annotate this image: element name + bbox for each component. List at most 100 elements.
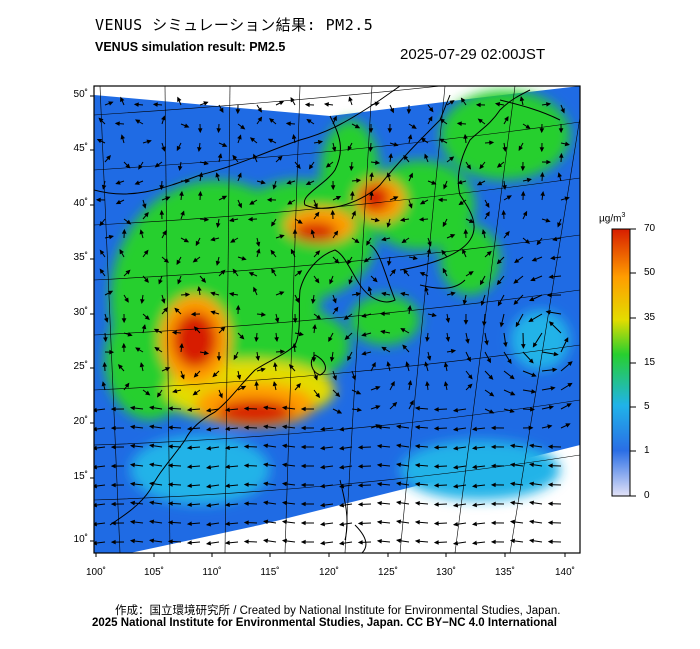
wind-arrow-head bbox=[548, 405, 555, 410]
wind-arrow-head bbox=[167, 463, 173, 468]
wind-arrow-head bbox=[110, 482, 116, 488]
wind-arrow-head bbox=[314, 211, 320, 217]
wind-arrow-head bbox=[129, 538, 136, 544]
colorbar-label-15: 15 bbox=[644, 357, 656, 368]
wind-arrow-head bbox=[477, 118, 483, 124]
wind-arrow-head bbox=[386, 172, 392, 178]
wind-arrow-head bbox=[399, 217, 406, 223]
wind-arrow-head bbox=[564, 141, 570, 147]
wind-arrow-head bbox=[243, 520, 249, 525]
wind-arrow-head bbox=[292, 342, 297, 348]
lat-label-50: 50˚ bbox=[73, 89, 88, 100]
wind-arrow-head bbox=[160, 298, 166, 304]
wind-arrow-head bbox=[439, 118, 445, 124]
wind-arrow-head bbox=[230, 238, 236, 243]
wind-arrow-head bbox=[323, 102, 330, 107]
lon-label-140: 140˚ bbox=[554, 567, 575, 578]
title-english: VENUS simulation result: PM2.5 bbox=[95, 40, 286, 54]
wind-arrow-head bbox=[466, 356, 471, 363]
wind-arrow-head bbox=[485, 202, 490, 209]
wind-arrow-head bbox=[452, 540, 459, 546]
wind-arrow-head bbox=[271, 221, 276, 227]
wind-arrow-head bbox=[212, 372, 218, 378]
wind-arrow-head bbox=[386, 361, 391, 367]
wind-arrow-head bbox=[567, 361, 573, 367]
wind-arrow-head bbox=[476, 180, 483, 186]
wind-arrow-head bbox=[338, 483, 345, 489]
wind-arrow-head bbox=[389, 107, 394, 114]
wind-arrow-head bbox=[376, 481, 382, 487]
wind-arrow-head bbox=[390, 268, 396, 275]
wind-arrow-head bbox=[547, 501, 553, 507]
wind-arrow-head bbox=[172, 388, 178, 394]
wind-arrow-head bbox=[315, 392, 321, 399]
wind-arrow-head bbox=[300, 463, 306, 469]
wind-arrow-head bbox=[387, 128, 393, 134]
wind-arrow-head bbox=[316, 314, 322, 320]
wind-arrow-head bbox=[368, 147, 373, 153]
wind-arrow-head bbox=[198, 171, 204, 178]
wind-arrow-head bbox=[490, 444, 496, 450]
wind-arrow-head bbox=[509, 500, 516, 506]
wind-arrow-head bbox=[381, 236, 387, 242]
wind-arrow-head bbox=[335, 392, 341, 398]
wind-arrow-head bbox=[243, 425, 249, 430]
wind-arrow-head bbox=[205, 407, 212, 413]
wind-arrow-head bbox=[253, 286, 258, 293]
wind-arrow-head bbox=[452, 521, 459, 527]
wind-arrow-head bbox=[204, 217, 210, 222]
wind-arrow-head bbox=[553, 351, 559, 357]
wind-arrow-head bbox=[300, 406, 306, 412]
wind-arrow-head bbox=[333, 230, 339, 236]
wind-arrow-head bbox=[520, 166, 526, 172]
wind-arrow-head bbox=[428, 116, 433, 122]
wind-arrow-head bbox=[243, 482, 249, 487]
wind-arrow-head bbox=[431, 312, 437, 318]
title-japanese: VENUS シミュレーション結果: PM2.5 bbox=[95, 16, 374, 34]
wind-arrow-head bbox=[129, 405, 136, 411]
wind-arrow-head bbox=[529, 296, 535, 302]
wind-arrow-head bbox=[224, 521, 230, 527]
wind-arrow-head bbox=[124, 382, 130, 388]
wind-arrow-head bbox=[249, 200, 255, 205]
wind-arrow-head bbox=[205, 483, 212, 489]
lon-label-105: 105˚ bbox=[143, 567, 164, 578]
wind-arrow-head bbox=[381, 346, 387, 352]
wind-arrow-head bbox=[532, 342, 538, 348]
wind-arrow-head bbox=[357, 445, 363, 450]
wind-arrow-head bbox=[262, 519, 269, 525]
wind-arrow-head bbox=[557, 222, 562, 228]
wind-arrow-head bbox=[305, 180, 311, 185]
wind-arrow-head bbox=[129, 443, 136, 449]
wind-arrow-head bbox=[457, 180, 463, 185]
wind-arrow-head bbox=[354, 238, 360, 244]
wind-arrow-head bbox=[376, 519, 382, 525]
lat-label-20: 20˚ bbox=[73, 416, 88, 427]
lon-label-115: 115˚ bbox=[260, 567, 280, 578]
wind-arrow-head bbox=[376, 538, 382, 544]
wind-arrow-head bbox=[530, 276, 536, 282]
wind-arrow-head bbox=[311, 357, 317, 363]
wind-arrow-head bbox=[338, 426, 345, 432]
wind-arrow-head bbox=[266, 197, 272, 203]
wind-arrow-head bbox=[496, 162, 503, 168]
wind-arrow-head bbox=[243, 406, 249, 411]
wind-arrow-head bbox=[330, 209, 336, 215]
wind-arrow-head bbox=[108, 101, 114, 106]
wind-arrow-head bbox=[124, 297, 129, 303]
wind-arrow-head bbox=[115, 199, 122, 205]
wind-arrow-head bbox=[420, 137, 426, 143]
wind-arrow-head bbox=[519, 96, 525, 102]
wind-arrow-head bbox=[134, 119, 141, 124]
wind-arrow-head bbox=[452, 445, 459, 451]
wind-arrow-head bbox=[395, 424, 402, 430]
wind-arrow-head bbox=[291, 133, 297, 140]
wind-arrow-head bbox=[395, 519, 402, 525]
wind-arrow-head bbox=[158, 279, 163, 285]
wind-arrow-head bbox=[471, 521, 478, 527]
wind-arrow-head bbox=[183, 237, 190, 243]
lon-label-130: 130˚ bbox=[435, 567, 456, 578]
wind-arrow-head bbox=[452, 407, 459, 413]
lat-label-25: 25˚ bbox=[73, 361, 88, 372]
wind-arrow-head bbox=[548, 321, 555, 327]
